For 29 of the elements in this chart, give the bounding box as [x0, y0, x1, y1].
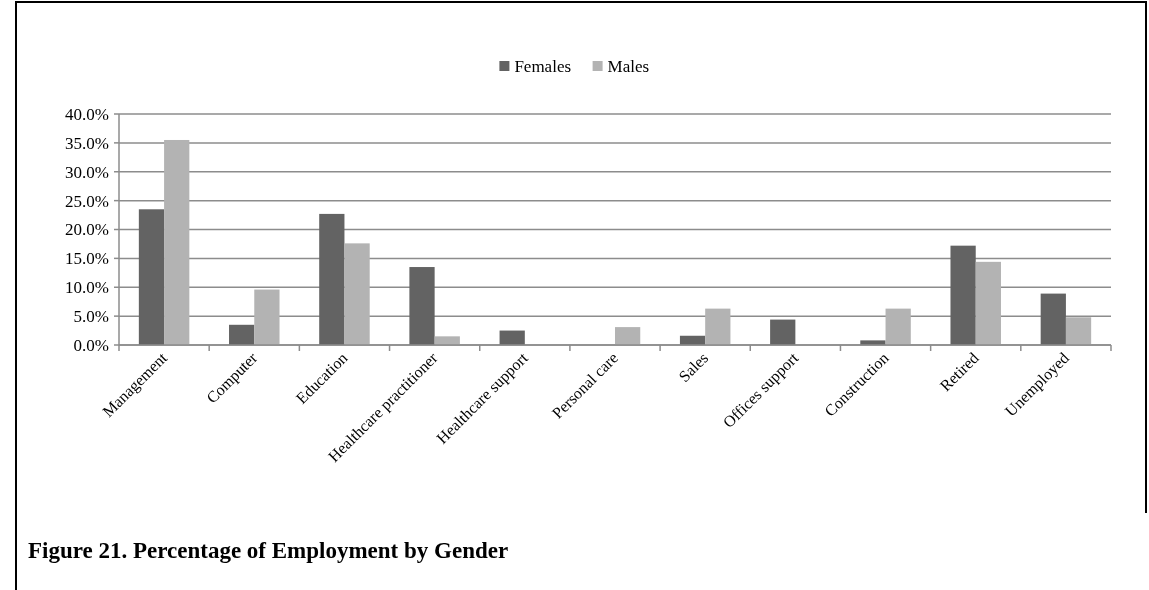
bar: [950, 245, 976, 345]
bar: [409, 267, 435, 345]
y-tick-label: 5.0%: [73, 307, 109, 327]
text: Figure 21. Percentage of Employment by Gender: [28, 538, 509, 563]
bar: [1065, 317, 1092, 345]
bar: [1040, 293, 1066, 345]
y-tick-label: 30.0%: [65, 162, 109, 182]
y-tick-label: 10.0%: [65, 278, 109, 298]
bar: [615, 327, 641, 345]
bar: [705, 308, 731, 345]
y-tick-label: 40.0%: [65, 104, 109, 124]
y-tick-label: 15.0%: [65, 249, 109, 269]
bar: [164, 139, 190, 345]
y-tick-label: 20.0%: [65, 220, 109, 240]
y-tick-label: 0.0%: [73, 335, 109, 355]
x-tick-label: Sales: [675, 349, 712, 386]
bar: [319, 213, 345, 345]
bar: [229, 324, 255, 345]
y-tick-label: 25.0%: [65, 191, 109, 211]
bar: [434, 336, 460, 345]
bar: [975, 261, 1001, 345]
legend-label: Females: [514, 56, 572, 76]
bar: [885, 308, 911, 345]
legend-label: Males: [607, 56, 650, 76]
y-tick-label: 35.0%: [65, 133, 109, 153]
bar: [138, 209, 165, 345]
bar: [254, 289, 280, 345]
bar: [344, 243, 370, 345]
bar: [770, 319, 796, 345]
